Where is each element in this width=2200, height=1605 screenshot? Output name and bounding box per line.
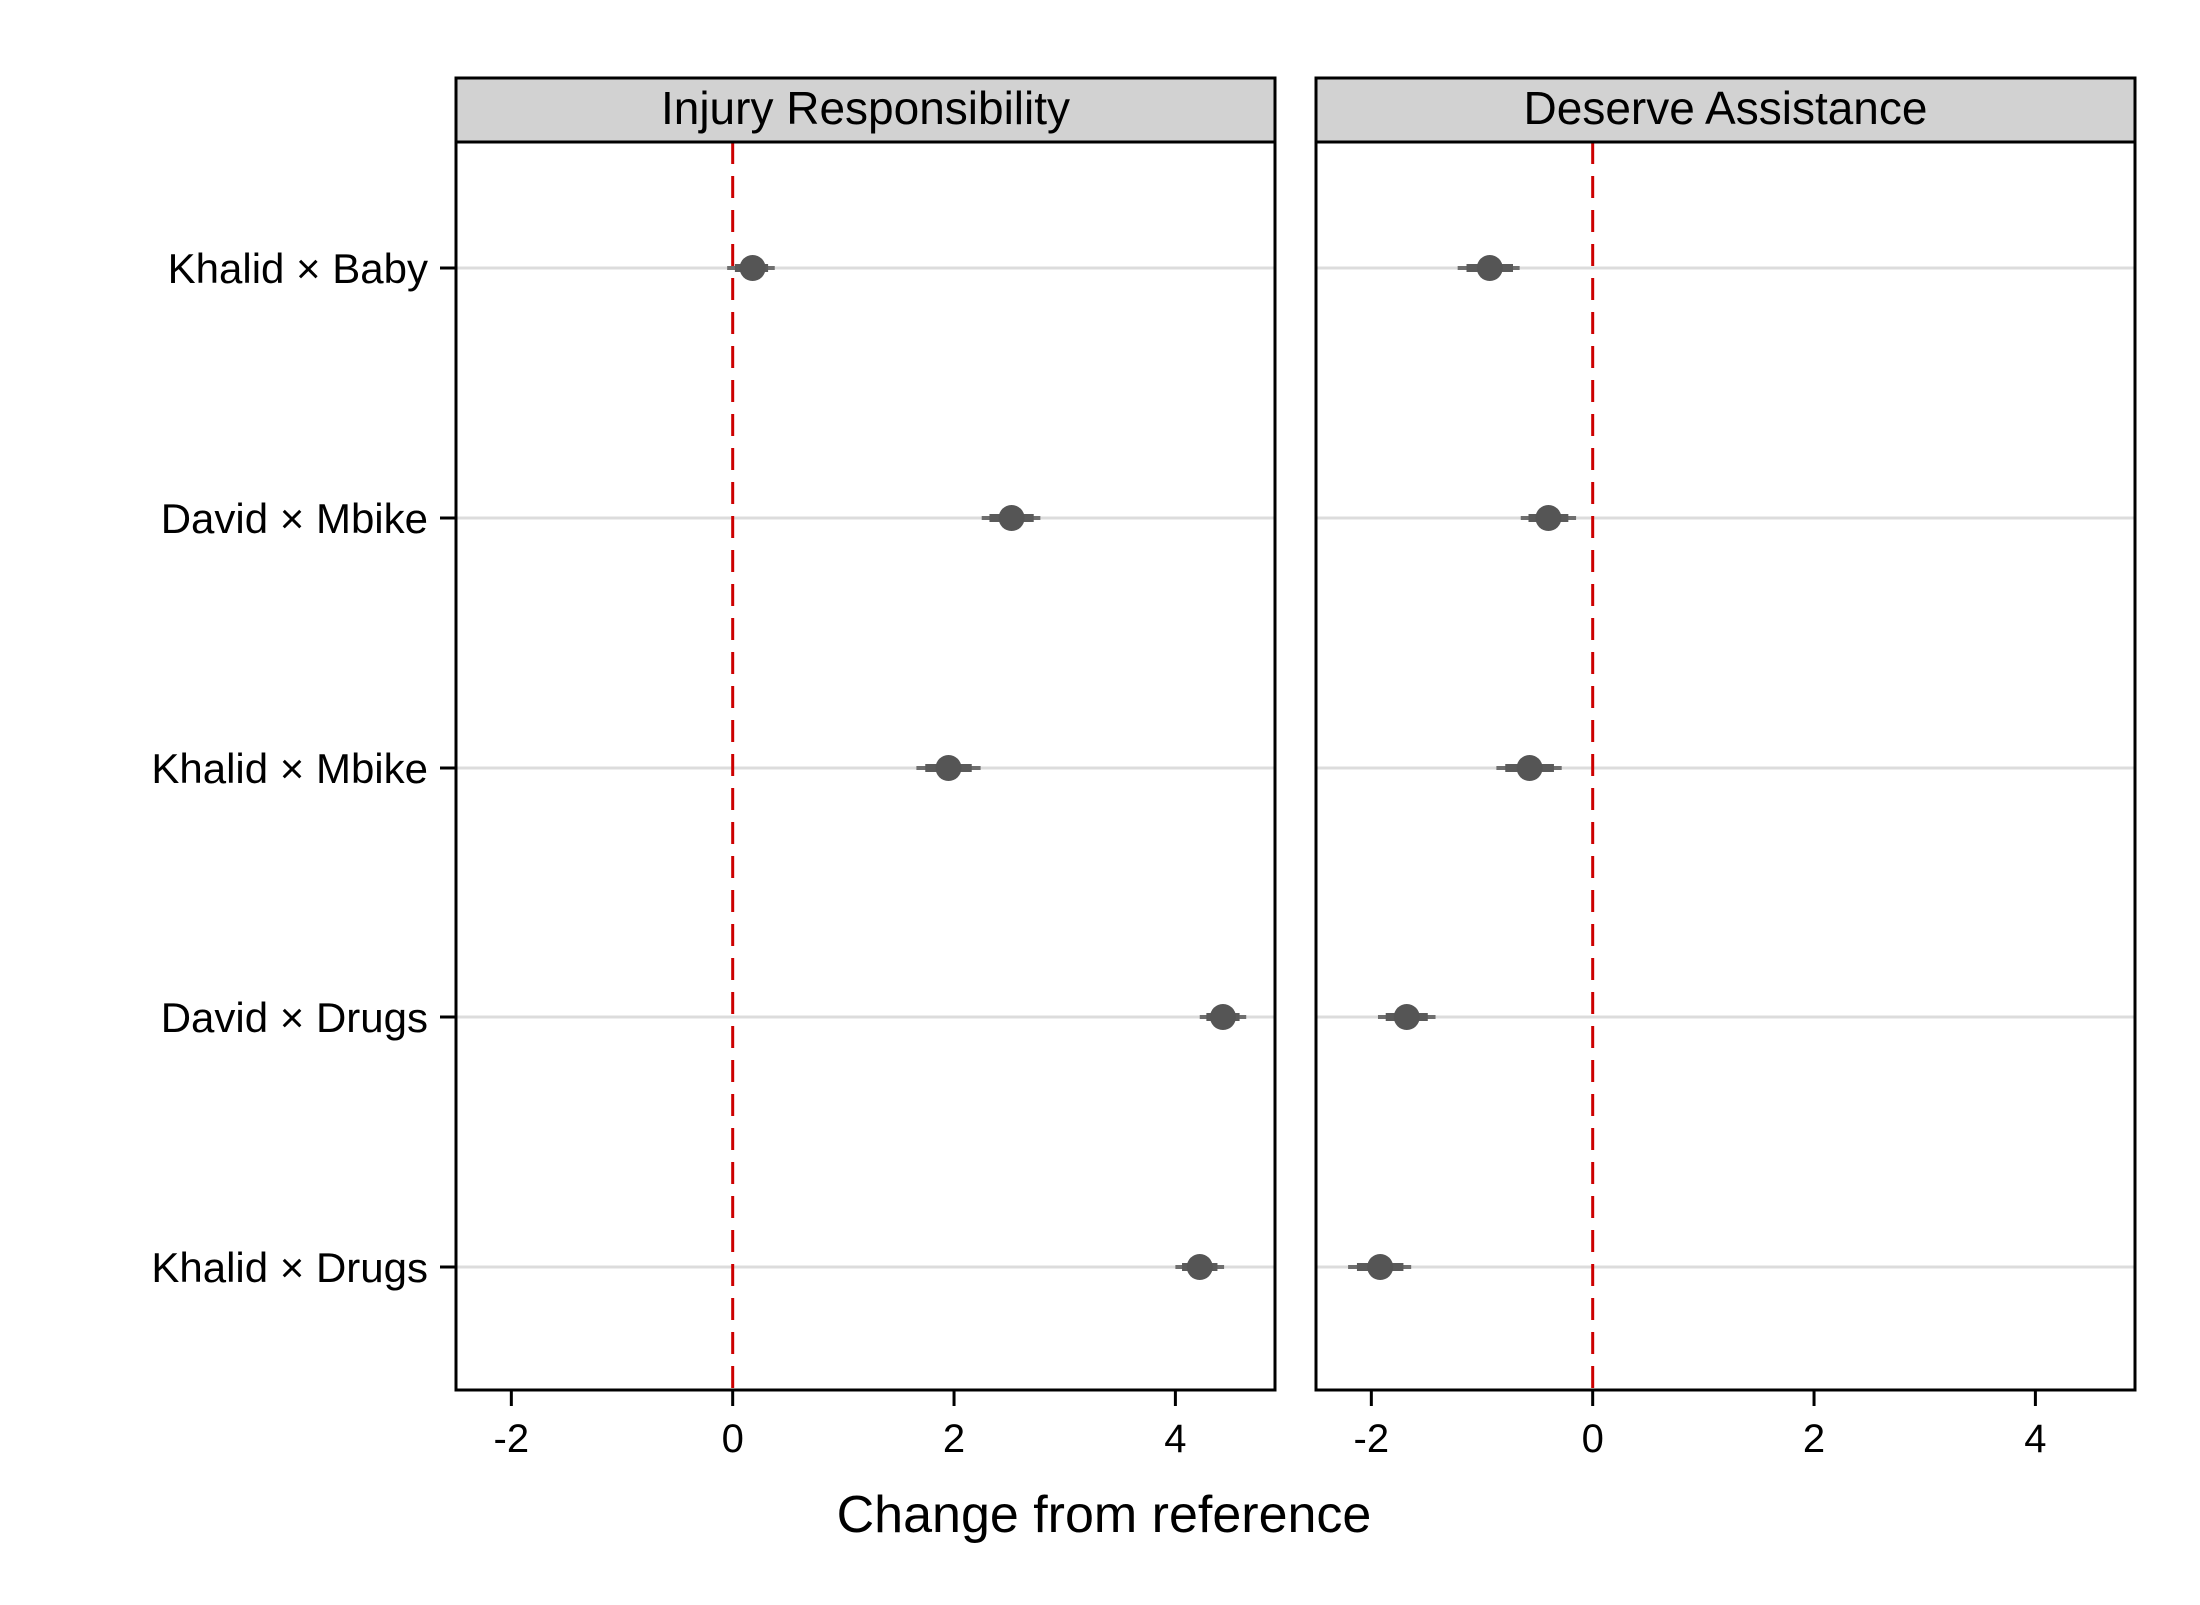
x-axis-title: Change from reference — [837, 1486, 1372, 1544]
y-category-label: David × Mbike — [161, 495, 428, 542]
x-tick-label: 0 — [1582, 1417, 1604, 1461]
x-tick-label: 2 — [1803, 1417, 1825, 1461]
point-estimate — [739, 255, 766, 281]
panel-strip — [454, 76, 1277, 144]
x-tick-label: 0 — [722, 1417, 744, 1461]
point-estimate — [1393, 1004, 1420, 1030]
y-category-label: Khalid × Mbike — [151, 745, 428, 792]
panel-title: Injury Responsibility — [661, 82, 1070, 134]
panel-2: Deserve Assistance -2 0 2 4 — [1314, 76, 2137, 1461]
point-estimate — [1186, 1254, 1213, 1280]
panel-1: Injury Responsibility -2 0 2 4 — [454, 76, 1277, 1461]
x-tick-label: -2 — [1354, 1417, 1390, 1461]
x-tick-label: 2 — [943, 1417, 965, 1461]
point-estimate — [1209, 1004, 1236, 1030]
x-tick-label: 4 — [2024, 1417, 2046, 1461]
panel-frame — [454, 142, 1277, 1392]
y-axis-labels: Khalid × Baby David × Mbike Khalid × Mbike… — [151, 245, 456, 1291]
point-estimate — [1516, 755, 1543, 781]
x-tick-label: -2 — [494, 1417, 530, 1461]
point-estimate — [998, 505, 1025, 531]
point-estimate — [1535, 505, 1562, 531]
point-estimate — [1367, 1254, 1394, 1280]
point-estimate — [935, 755, 962, 781]
panel-frame — [1314, 142, 2137, 1392]
panel-strip — [1314, 76, 2137, 144]
panel-title: Deserve Assistance — [1524, 82, 1928, 134]
y-category-label: Khalid × Baby — [168, 245, 428, 292]
y-category-label: David × Drugs — [161, 994, 428, 1041]
x-tick-label: 4 — [1164, 1417, 1186, 1461]
point-estimate — [1476, 255, 1503, 281]
y-category-label: Khalid × Drugs — [151, 1244, 428, 1291]
